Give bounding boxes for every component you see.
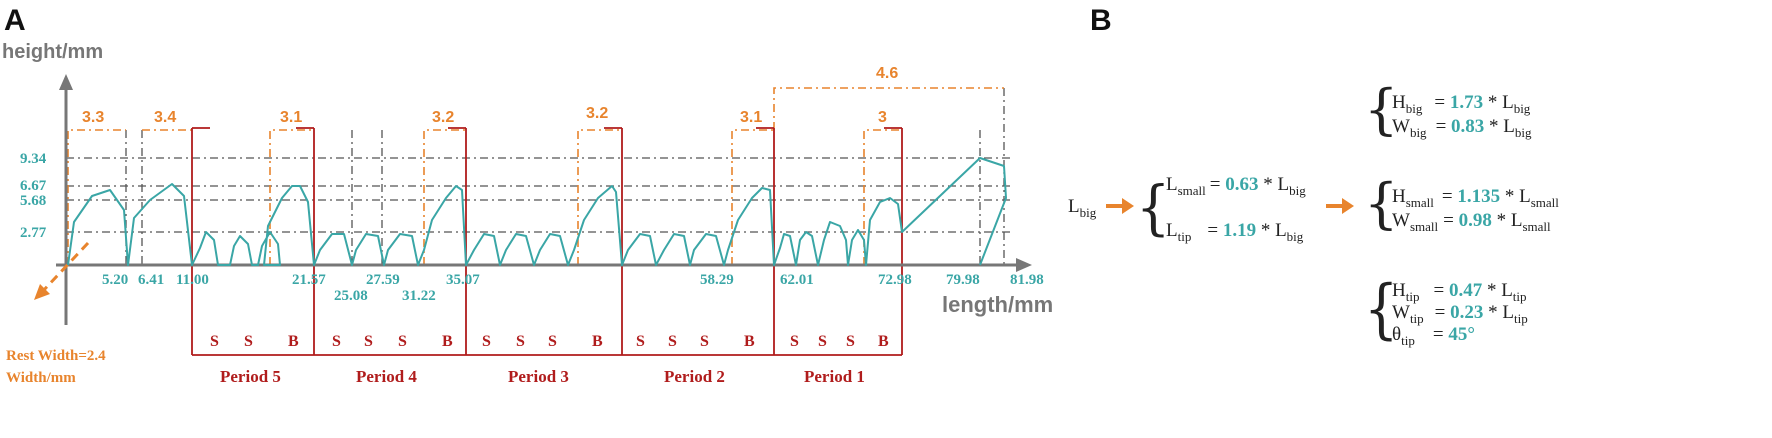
panel-b-letter: B xyxy=(1090,4,1112,37)
y-tick-6-67: 6.67 xyxy=(20,178,47,194)
seg-letter-p5-1: S xyxy=(210,333,219,350)
seg-letter-p4-2: S xyxy=(364,333,373,350)
bracket-3-1-a xyxy=(269,129,314,265)
bracket-3-2-a xyxy=(423,129,466,265)
x-tick-31-22: 31.22 xyxy=(402,288,436,304)
bracket-3-1-b xyxy=(731,129,774,265)
eq-w-big: Wbig = 0.83 * Lbig xyxy=(1392,116,1532,140)
segment-letters: S S B S S S B S S S B S S S B S S S B xyxy=(210,333,889,350)
x-tick-72-98: 72.98 xyxy=(878,272,912,288)
seg-letter-p2-1: S xyxy=(636,333,645,350)
x-tick-81-98: 81.98 xyxy=(1010,272,1044,288)
span-label-3-2-a: 3.2 xyxy=(432,109,454,126)
flow-arrow-icon-1 xyxy=(1106,198,1134,214)
x-tick-21-57: 21.57 xyxy=(292,272,326,288)
period-label-2: Period 2 xyxy=(664,367,725,386)
bracket-3-3 xyxy=(67,129,126,265)
period-label-5: Period 5 xyxy=(220,367,281,386)
y-tick-2-77: 2.77 xyxy=(20,225,47,241)
seg-letter-p1-3: S xyxy=(846,333,855,350)
eq-w-small: Wsmall = 0.98 * Lsmall xyxy=(1392,210,1551,234)
eq-w-tip: Wtip = 0.23 * Ltip xyxy=(1392,302,1528,326)
seg-letter-p2-2: S xyxy=(668,333,677,350)
x-tick-58-29: 58.29 xyxy=(700,272,734,288)
period-boxes xyxy=(191,127,903,356)
bracket-3-2-b xyxy=(577,129,622,265)
y-axis-arrow-icon xyxy=(59,74,73,90)
x-axis-arrow-icon xyxy=(1016,258,1032,272)
brace-icon-small: { xyxy=(1364,172,1398,235)
seg-letter-p4-4: B xyxy=(442,333,453,350)
span-label-3: 3 xyxy=(878,109,887,126)
x-ticks: 5.20 6.41 11.00 21.57 25.08 27.59 31.22 … xyxy=(102,272,1044,304)
panel-a: A height/mm xyxy=(2,4,1053,386)
period-labels: Period 5 Period 4 Period 3 Period 2 Peri… xyxy=(220,367,865,386)
x-tick-5-20: 5.20 xyxy=(102,272,128,288)
y-ticks: 9.34 6.67 5.68 2.77 xyxy=(20,151,47,241)
seg-letter-p3-3: S xyxy=(548,333,557,350)
seg-letter-p3-4: B xyxy=(592,333,603,350)
axes xyxy=(56,74,1032,325)
span-label-4-6: 4.6 xyxy=(876,65,898,82)
seg-letter-p5-2: S xyxy=(244,333,253,350)
span-labels: 3.3 3.4 3.1 3.2 3.2 3.1 3 4.6 xyxy=(82,65,898,126)
horizontal-guides xyxy=(66,157,1010,233)
x-tick-6-41: 6.41 xyxy=(138,272,164,288)
bracket-3 xyxy=(863,129,902,265)
span-label-3-4: 3.4 xyxy=(154,109,176,126)
eq-l-tip: Ltip = 1.19 * Lbig xyxy=(1166,220,1304,244)
eq-theta-tip: θtip = 45° xyxy=(1392,324,1475,348)
span-label-3-1-a: 3.1 xyxy=(280,109,302,126)
x-tick-25-08: 25.08 xyxy=(334,288,368,304)
x-tick-62-01: 62.01 xyxy=(780,272,814,288)
l-big-symbol: Lbig xyxy=(1068,196,1097,220)
seg-letter-p1-4: B xyxy=(878,333,889,350)
seg-letter-p2-4: B xyxy=(744,333,755,350)
span-brackets xyxy=(67,87,1004,265)
seg-letter-p1-2: S xyxy=(818,333,827,350)
x-tick-35-07: 35.07 xyxy=(446,272,480,288)
period-label-4: Period 4 xyxy=(356,367,417,386)
eq-h-small: Hsmall = 1.135 * Lsmall xyxy=(1392,186,1559,210)
seg-letter-p4-3: S xyxy=(398,333,407,350)
period-label-3: Period 3 xyxy=(508,367,569,386)
y-axis-title: height/mm xyxy=(2,41,103,63)
seg-letter-p5-3: B xyxy=(288,333,299,350)
y-tick-9-34: 9.34 xyxy=(20,151,47,167)
span-label-3-1-b: 3.1 xyxy=(740,109,762,126)
x-tick-79-98: 79.98 xyxy=(946,272,980,288)
eq-l-small: Lsmall = 0.63 * Lbig xyxy=(1166,174,1306,198)
brace-icon-tip: { xyxy=(1364,273,1398,348)
vertical-guides xyxy=(125,88,1005,265)
panel-a-letter: A xyxy=(4,4,26,37)
seg-letter-p4-1: S xyxy=(332,333,341,350)
seg-letter-p1-1: S xyxy=(790,333,799,350)
panel-b: B Lbig { Lsmall = 0.63 * Lbig Ltip = 1.19 … xyxy=(1068,4,1559,348)
width-direction-arrow-icon xyxy=(34,241,90,300)
eq-h-tip: Htip = 0.47 * Ltip xyxy=(1392,280,1527,304)
seg-letter-p3-1: S xyxy=(482,333,491,350)
width-axis-label: Width/mm xyxy=(6,370,76,386)
rest-width-label: Rest Width=2.4 xyxy=(6,348,106,364)
x-tick-27-59: 27.59 xyxy=(366,272,400,288)
eq-h-big: Hbig = 1.73 * Lbig xyxy=(1392,92,1531,116)
flow-arrow-icon-2 xyxy=(1326,198,1354,214)
brace-icon-mid: { xyxy=(1136,174,1170,243)
x-tick-11-00: 11.00 xyxy=(176,272,209,288)
seg-letter-p3-2: S xyxy=(516,333,525,350)
period-label-1: Period 1 xyxy=(804,367,865,386)
span-label-3-2-b: 3.2 xyxy=(586,105,608,122)
y-tick-5-68: 5.68 xyxy=(20,193,46,209)
x-axis-title: length/mm xyxy=(942,292,1053,317)
bracket-4-6 xyxy=(773,87,1004,130)
brace-icon-big: { xyxy=(1364,78,1398,141)
seg-letter-p2-3: S xyxy=(700,333,709,350)
span-label-3-3: 3.3 xyxy=(82,109,104,126)
height-profile-line xyxy=(67,157,1007,266)
